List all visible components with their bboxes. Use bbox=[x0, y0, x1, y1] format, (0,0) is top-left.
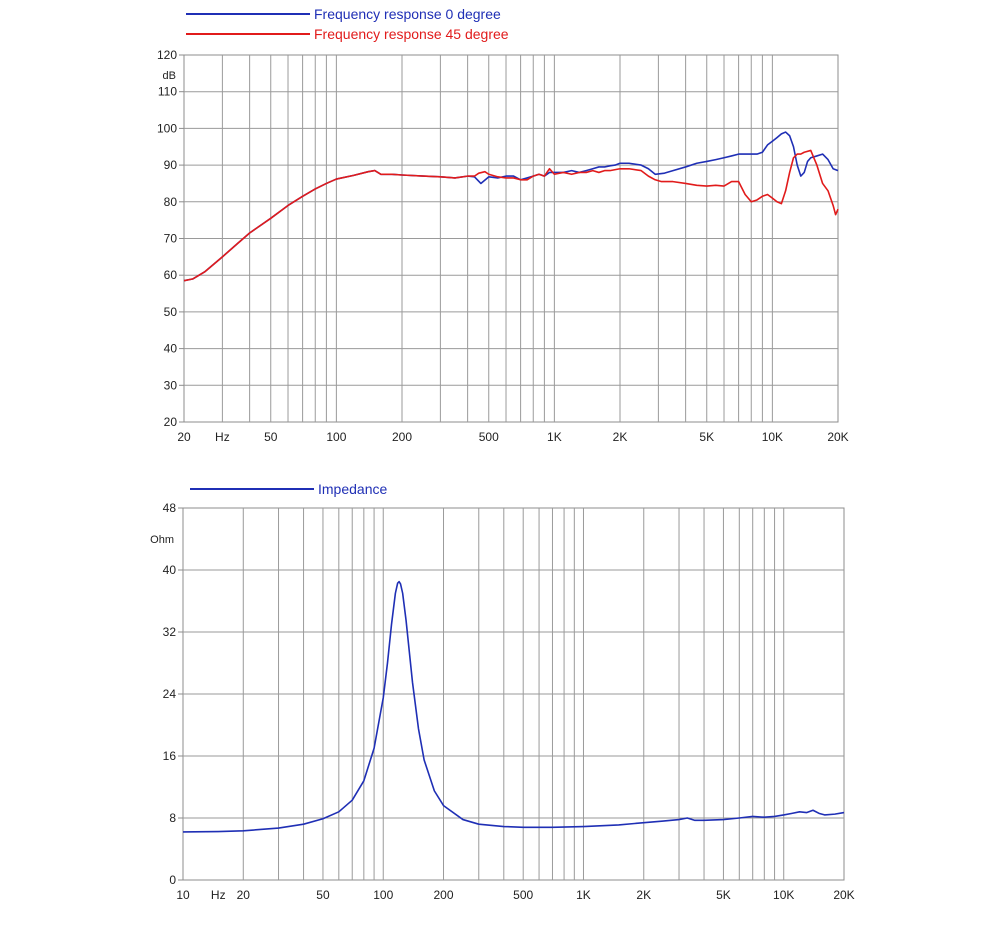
fr-x-tick-label: 1K bbox=[547, 430, 562, 444]
imp-y-tick-label: 24 bbox=[163, 687, 177, 701]
fr-y-tick-label: 70 bbox=[164, 232, 178, 246]
fr-y-tick-label: 110 bbox=[158, 85, 177, 99]
fr-y-tick-label: 120 bbox=[157, 48, 177, 62]
fr-x-tick-label: 20 bbox=[177, 430, 191, 444]
imp-x-tick-label: 100 bbox=[373, 888, 393, 902]
fr-x-tick-label: 200 bbox=[392, 430, 412, 444]
fr-legend-label-45deg: Frequency response 45 degree bbox=[314, 26, 509, 42]
fr-x-tick-label: Hz bbox=[215, 430, 230, 444]
fr-y-tick-label: 30 bbox=[164, 378, 178, 392]
fr-y-unit: dB bbox=[163, 70, 176, 82]
fr-grid bbox=[184, 55, 838, 422]
fr-series-line-1 bbox=[183, 149, 839, 282]
fr-y-tick-label: 20 bbox=[164, 415, 178, 429]
imp-y-tick-label: 0 bbox=[169, 873, 176, 887]
fr-x-tick-label: 10K bbox=[762, 430, 783, 444]
imp-y-tick-label: 32 bbox=[163, 625, 177, 639]
imp-legend: Impedance bbox=[190, 481, 387, 497]
imp-y-tick-label: 40 bbox=[163, 563, 177, 577]
imp-x-tick-label: 2K bbox=[636, 888, 651, 902]
fr-legend: Frequency response 0 degree Frequency re… bbox=[186, 6, 509, 42]
imp-legend-label: Impedance bbox=[318, 481, 387, 497]
fr-x-tick-label: 100 bbox=[326, 430, 346, 444]
imp-y-tick-label: 48 bbox=[163, 501, 177, 515]
imp-x-tick-label: 500 bbox=[513, 888, 533, 902]
fr-x-tick-label: 2K bbox=[613, 430, 628, 444]
impedance-plot: 0 8 16 24 32 40 48 10 Hz 20 50 100 200 500 1K 2K 5K 10K 20… bbox=[163, 501, 855, 902]
imp-x-tick-label: 1K bbox=[576, 888, 591, 902]
fr-y-tick-label: 40 bbox=[164, 342, 178, 356]
imp-x-tick-label: 10 bbox=[176, 888, 190, 902]
fr-y-tick-label: 80 bbox=[164, 195, 178, 209]
imp-x-tick-label: 50 bbox=[316, 888, 330, 902]
fr-y-tick-label: 50 bbox=[164, 305, 178, 319]
fr-y-tick-label: 100 bbox=[157, 121, 177, 135]
fr-x-tick-label: 50 bbox=[264, 430, 278, 444]
imp-x-tick-label: 10K bbox=[773, 888, 794, 902]
imp-x-tick-label: 20K bbox=[833, 888, 854, 902]
imp-y-unit: Ohm bbox=[150, 534, 174, 546]
imp-y-tick-label: 16 bbox=[163, 749, 177, 763]
fr-x-tick-label: 500 bbox=[479, 430, 499, 444]
fr-x-tick-label: 20K bbox=[827, 430, 848, 444]
imp-x-tick-label: 20 bbox=[237, 888, 251, 902]
imp-series-line-0 bbox=[182, 580, 845, 833]
imp-x-tick-label: 5K bbox=[716, 888, 731, 902]
imp-y-tick-label: 8 bbox=[169, 811, 176, 825]
fr-y-tick-label: 90 bbox=[164, 158, 178, 172]
imp-x-tick-label: 200 bbox=[434, 888, 454, 902]
fr-legend-label-0deg: Frequency response 0 degree bbox=[314, 6, 501, 22]
fr-y-tick-label: 60 bbox=[164, 268, 178, 282]
imp-x-tick-label: Hz bbox=[211, 888, 226, 902]
fr-x-tick-label: 5K bbox=[699, 430, 714, 444]
